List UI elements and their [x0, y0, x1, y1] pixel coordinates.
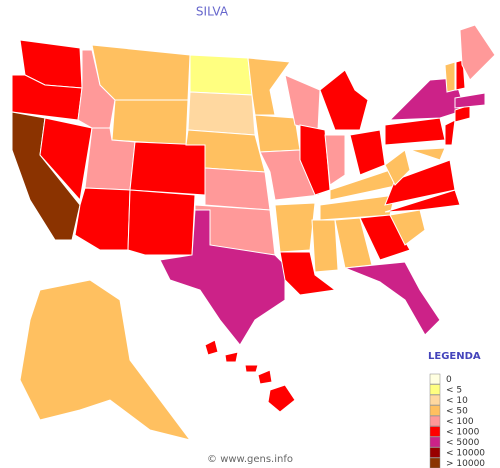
- state: [159, 209, 286, 346]
- footer: © www.gens.info: [207, 454, 293, 465]
- state: [189, 54, 253, 96]
- state: [279, 251, 337, 296]
- state: [319, 69, 369, 131]
- state: [389, 209, 426, 246]
- state: [39, 117, 93, 202]
- state: [384, 117, 446, 146]
- state: [311, 219, 339, 273]
- state: [384, 159, 456, 206]
- legend-label: < 100: [446, 417, 474, 427]
- state: [359, 214, 411, 261]
- legend-label: < 1000: [446, 428, 480, 438]
- map-title: SILVA: [196, 5, 229, 19]
- state: [91, 44, 191, 101]
- state: [247, 57, 291, 116]
- legend-swatch: [429, 384, 441, 395]
- state: [409, 147, 446, 161]
- states: [11, 24, 496, 441]
- state: [19, 279, 192, 441]
- state: [384, 149, 411, 186]
- state: [454, 92, 486, 109]
- legend-swatch: [429, 394, 441, 406]
- state: [129, 141, 206, 196]
- legend-swatch: [429, 373, 441, 385]
- state: [444, 61, 456, 93]
- state: [204, 167, 271, 211]
- state: [344, 261, 441, 336]
- legend-swatch: [429, 426, 441, 437]
- legend-swatch: [429, 415, 441, 427]
- state: [127, 189, 196, 256]
- legend-title: LEGENDA: [428, 351, 481, 362]
- state: [299, 124, 331, 196]
- state: [74, 187, 131, 251]
- legend-label: < 5: [446, 386, 462, 396]
- legend-label: < 50: [446, 407, 468, 417]
- state: [324, 134, 346, 186]
- state: [455, 59, 466, 91]
- legend-swatch: [429, 447, 441, 458]
- legend: 0< 5< 10< 50< 100< 1000< 5000< 10000> 10…: [429, 373, 485, 468]
- state: [224, 351, 239, 363]
- legend-label: < 10: [446, 396, 468, 406]
- state: [204, 339, 219, 356]
- state: [187, 91, 256, 136]
- state: [267, 384, 296, 413]
- legend-label: 0: [446, 375, 452, 385]
- state: [459, 24, 496, 81]
- state: [274, 202, 316, 253]
- legend-label: > 10000: [446, 459, 485, 468]
- state: [111, 99, 189, 146]
- state: [244, 364, 259, 373]
- legend-swatch: [429, 457, 441, 468]
- state: [444, 119, 456, 146]
- legend-label: < 10000: [446, 449, 485, 459]
- legend-swatch: [429, 436, 441, 448]
- state: [349, 129, 386, 176]
- state: [257, 369, 273, 385]
- legend-swatch: [429, 405, 441, 416]
- legend-label: < 5000: [446, 438, 480, 448]
- state: [254, 114, 301, 153]
- state: [384, 189, 461, 213]
